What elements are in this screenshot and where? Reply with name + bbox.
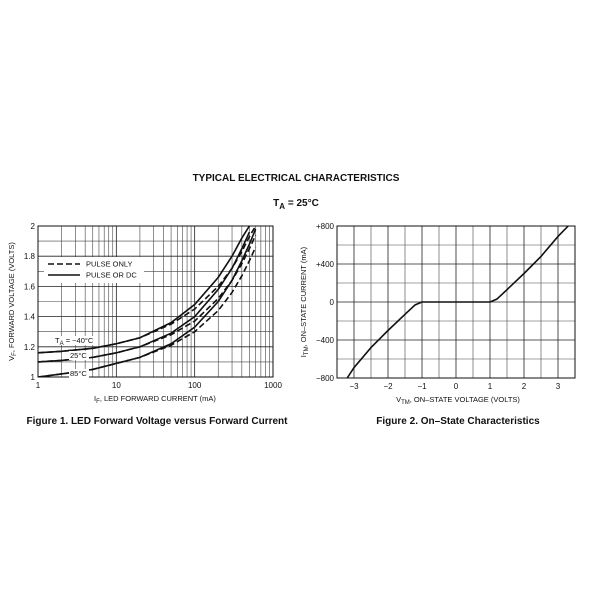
y-tick-label: −400 <box>316 336 335 345</box>
y-tick-label: 1.6 <box>24 282 36 291</box>
text-rest: , ON–STATE VOLTAGE (VOLTS) <box>410 395 521 404</box>
x-tick-label: 1000 <box>264 381 282 390</box>
y-axis-label: ITM, ON–STATE CURRENT (mA) <box>299 246 310 357</box>
series-line <box>38 226 251 354</box>
subscript: TM <box>401 400 410 406</box>
text-main: V <box>7 356 16 361</box>
chart-title: Figure 2. On–State Characteristics <box>376 416 540 427</box>
x-tick-label: 100 <box>188 381 202 390</box>
subscript: A <box>60 341 64 347</box>
subscript: F <box>96 399 100 405</box>
y-tick-label: 1.2 <box>24 343 36 352</box>
symbol: T <box>273 198 279 209</box>
annotation: 25°C <box>70 351 87 360</box>
text: = 25°C <box>285 198 319 209</box>
y-axis-label: VF, FORWARD VOLTAGE (VOLTS) <box>7 242 18 361</box>
x-tick-label: 0 <box>454 382 459 391</box>
y-tick-label: +800 <box>316 222 335 231</box>
chart-title: Figure 1. LED Forward Voltage versus For… <box>27 416 289 427</box>
text-rest: , FORWARD VOLTAGE (VOLTS) <box>7 242 16 353</box>
text-main: 85°C <box>70 369 87 378</box>
x-tick-label: −1 <box>417 382 427 391</box>
series-line <box>38 226 257 354</box>
y-tick-label: −800 <box>316 374 335 383</box>
x-tick-label: −3 <box>349 382 359 391</box>
subscript: F <box>12 352 18 356</box>
annotation-bg <box>69 369 89 378</box>
text-main: I <box>94 394 96 403</box>
legend-label: PULSE OR DC <box>86 271 137 280</box>
annotation: 85°C <box>70 369 87 378</box>
x-axis-label: IF, LED FORWARD CURRENT (mA) <box>94 394 216 405</box>
plot-frame <box>336 225 576 379</box>
plot-frame <box>37 225 274 378</box>
y-tick-label: 0 <box>330 298 335 307</box>
text-rest: , ON–STATE CURRENT (mA) <box>299 246 308 346</box>
y-tick-label: 2 <box>31 222 36 231</box>
y-tick-label: 1.8 <box>24 252 36 261</box>
y-tick-label: 1.4 <box>24 313 36 322</box>
y-tick-label: 1 <box>31 373 36 382</box>
x-tick-label: 1 <box>36 381 41 390</box>
text-rest: = −40°C <box>64 336 94 345</box>
header-title: TYPICAL ELECTRICAL CHARACTERISTICS <box>193 173 400 184</box>
x-tick-label: −2 <box>383 382 393 391</box>
annotation: TA = −40°C <box>55 336 94 347</box>
annotation-bg <box>54 336 98 345</box>
subscript: A <box>279 202 285 211</box>
text-main: V <box>396 395 401 404</box>
x-tick-label: 3 <box>556 382 561 391</box>
y-tick-label: +400 <box>316 260 335 269</box>
x-tick-label: 1 <box>488 382 493 391</box>
legend-box <box>44 257 144 283</box>
text-main: T <box>55 336 60 345</box>
legend-label: PULSE ONLY <box>86 260 133 269</box>
text-main: I <box>299 355 308 357</box>
x-tick-label: 2 <box>522 382 527 391</box>
x-axis-label: VTM, ON–STATE VOLTAGE (VOLTS) <box>396 395 520 406</box>
annotation-bg <box>69 351 89 360</box>
text-rest: , LED FORWARD CURRENT (mA) <box>100 394 217 403</box>
series-line <box>346 226 569 378</box>
subscript: TM <box>304 346 310 355</box>
header-condition: TA = 25°C <box>273 198 319 211</box>
x-tick-label: 10 <box>112 381 121 390</box>
text-main: 25°C <box>70 351 87 360</box>
